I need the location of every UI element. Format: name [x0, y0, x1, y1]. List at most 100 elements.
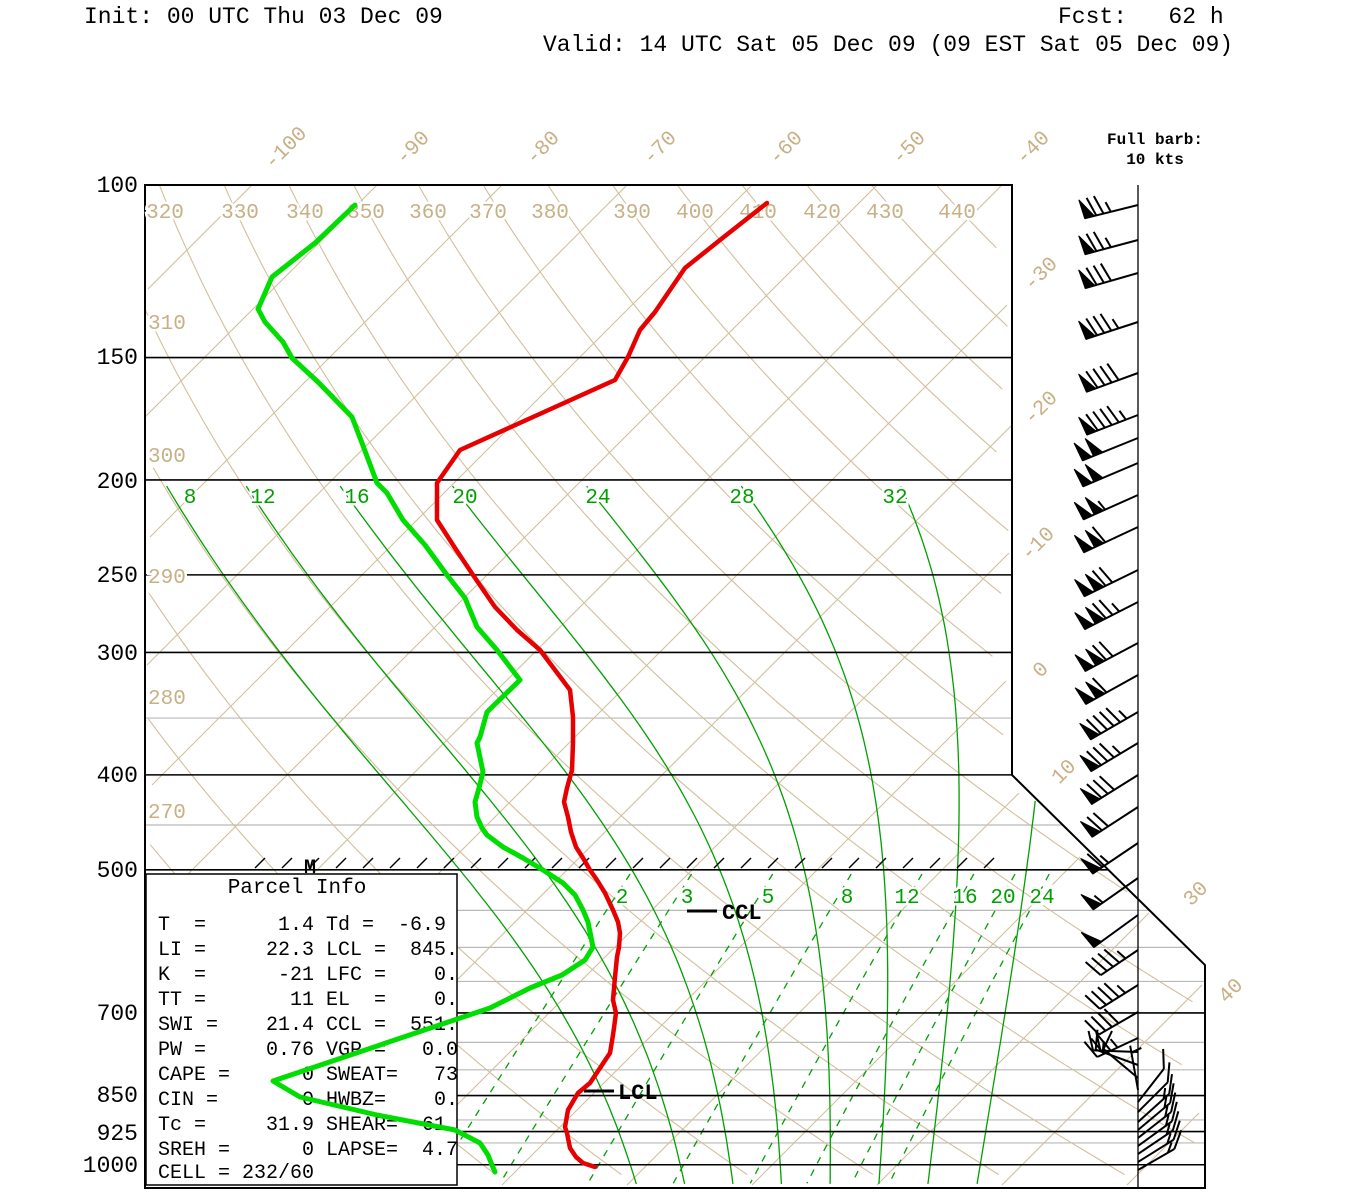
svg-text:-80: -80 [522, 127, 565, 170]
parcel-row: CELL = 232/60 [158, 1162, 314, 1185]
parcel-info-title: Parcel Info [228, 877, 367, 900]
plot-border [144, 184, 1206, 1189]
wind-barb [1079, 774, 1139, 805]
wind-barb [1084, 982, 1139, 1010]
500mb-hatch-marks [254, 857, 995, 869]
ccl-marker: CCL [687, 901, 762, 926]
svg-text:-10: -10 [1017, 523, 1060, 566]
wind-barbs [1073, 195, 1183, 1171]
svg-text:20: 20 [452, 487, 477, 510]
svg-text:0: 0 [1029, 658, 1054, 683]
parcel-row: PW = 0.76 VGP = 0.0 [158, 1039, 458, 1062]
wind-barb [1137, 1092, 1177, 1139]
svg-text:10: 10 [1048, 756, 1082, 790]
svg-text:-50: -50 [888, 127, 931, 170]
svg-text:925: 925 [97, 1121, 138, 1147]
svg-text:20: 20 [990, 887, 1015, 910]
wind-barb [1137, 1083, 1175, 1131]
wind-barb [1079, 707, 1139, 741]
forecast-hour-label: Fcst: 62 h [1058, 4, 1224, 30]
svg-text:390: 390 [613, 202, 651, 225]
svg-text:430: 430 [866, 202, 904, 225]
svg-text:-60: -60 [765, 127, 808, 170]
wind-barb [1079, 742, 1139, 773]
temperature-curve [434, 200, 770, 1170]
svg-text:8: 8 [184, 487, 197, 510]
svg-text:150: 150 [97, 345, 138, 371]
svg-text:2: 2 [616, 887, 629, 910]
mixing-ratio-lines [432, 873, 1050, 1184]
svg-text:330: 330 [221, 202, 259, 225]
wind-barb [1073, 526, 1139, 554]
init-time-label: Init: 00 UTC Thu 03 Dec 09 [84, 4, 443, 30]
svg-text:370: 370 [469, 202, 507, 225]
svg-text:40: 40 [1215, 975, 1249, 1009]
wind-barb [1078, 363, 1139, 393]
svg-text:-30: -30 [1020, 253, 1063, 296]
dewpoint-curve [255, 202, 596, 1175]
wind-barb [1080, 914, 1139, 949]
svg-text:300: 300 [148, 446, 186, 469]
wind-barb [1074, 566, 1139, 598]
parcel-info-box: Parcel Info T = 1.4 Td = -6.9 LI = 22.3 … [145, 873, 458, 1186]
svg-text:16: 16 [952, 887, 977, 910]
wind-barb [1137, 1111, 1180, 1155]
m-marker: M [304, 857, 316, 880]
wind-barb [1074, 599, 1139, 631]
svg-text:290: 290 [148, 567, 186, 590]
wind-barb [1137, 1073, 1173, 1123]
wind-barb [1078, 263, 1139, 290]
parcel-row: SREH = 0 LAPSE= 4.7 [158, 1139, 458, 1162]
svg-text:3: 3 [681, 887, 694, 910]
wind-barb [1137, 1048, 1165, 1103]
valid-time-label: Valid: 14 UTC Sat 05 Dec 09 (09 EST Sat … [543, 32, 1234, 58]
svg-text:270: 270 [148, 802, 186, 825]
wind-barb [1102, 1030, 1139, 1079]
svg-text:380: 380 [531, 202, 569, 225]
parcel-row: T = 1.4 Td = -6.9 [158, 914, 446, 937]
lcl-marker: LCL [584, 1081, 658, 1106]
svg-text:340: 340 [286, 202, 324, 225]
parcel-row: K = -21 LFC = 0. [158, 964, 458, 987]
svg-text:420: 420 [803, 202, 841, 225]
svg-text:-100: -100 [261, 123, 313, 175]
svg-text:320: 320 [146, 202, 184, 225]
wind-barb [1137, 1129, 1183, 1171]
svg-text:100: 100 [97, 173, 138, 199]
wind-barb [1073, 462, 1139, 488]
wind-barb [1129, 1045, 1142, 1091]
parcel-row: SWI = 21.4 CCL = 551. [158, 1014, 458, 1037]
wind-barb [1073, 494, 1139, 521]
svg-text:700: 700 [97, 1001, 138, 1027]
parcel-info-border [145, 873, 458, 1186]
parcel-row: CAPE = 0 SWEAT= 73 [158, 1064, 458, 1087]
svg-text:16: 16 [344, 487, 369, 510]
svg-text:200: 200 [97, 469, 138, 495]
wind-barb [1078, 313, 1139, 340]
svg-text:30: 30 [1180, 878, 1214, 912]
wind-barb [1078, 405, 1139, 436]
svg-text:360: 360 [409, 202, 447, 225]
parcel-row: TT = 11 EL = 0. [158, 989, 458, 1012]
wind-barb [1074, 674, 1139, 705]
wind-barb [1137, 1062, 1171, 1113]
svg-text:440: 440 [938, 202, 976, 225]
parcel-row: LI = 22.3 LCL = 845. [158, 939, 458, 962]
wind-barb [1079, 806, 1139, 838]
svg-text:850: 850 [97, 1083, 138, 1109]
moist-adiabat-lines [166, 485, 1036, 1185]
svg-text:32: 32 [882, 487, 907, 510]
wind-barb [1084, 948, 1139, 976]
svg-text:310: 310 [148, 313, 186, 336]
svg-text:-40: -40 [1012, 127, 1055, 170]
svg-text:CCL: CCL [722, 901, 762, 926]
svg-text:12: 12 [250, 487, 275, 510]
parcel-row: Tc = 31.9 SHEAR= 61. [158, 1114, 458, 1137]
svg-text:-90: -90 [392, 127, 435, 170]
svg-text:300: 300 [97, 641, 138, 667]
wind-barb [1078, 195, 1139, 220]
svg-text:LCL: LCL [618, 1081, 658, 1106]
svg-text:350: 350 [347, 202, 385, 225]
